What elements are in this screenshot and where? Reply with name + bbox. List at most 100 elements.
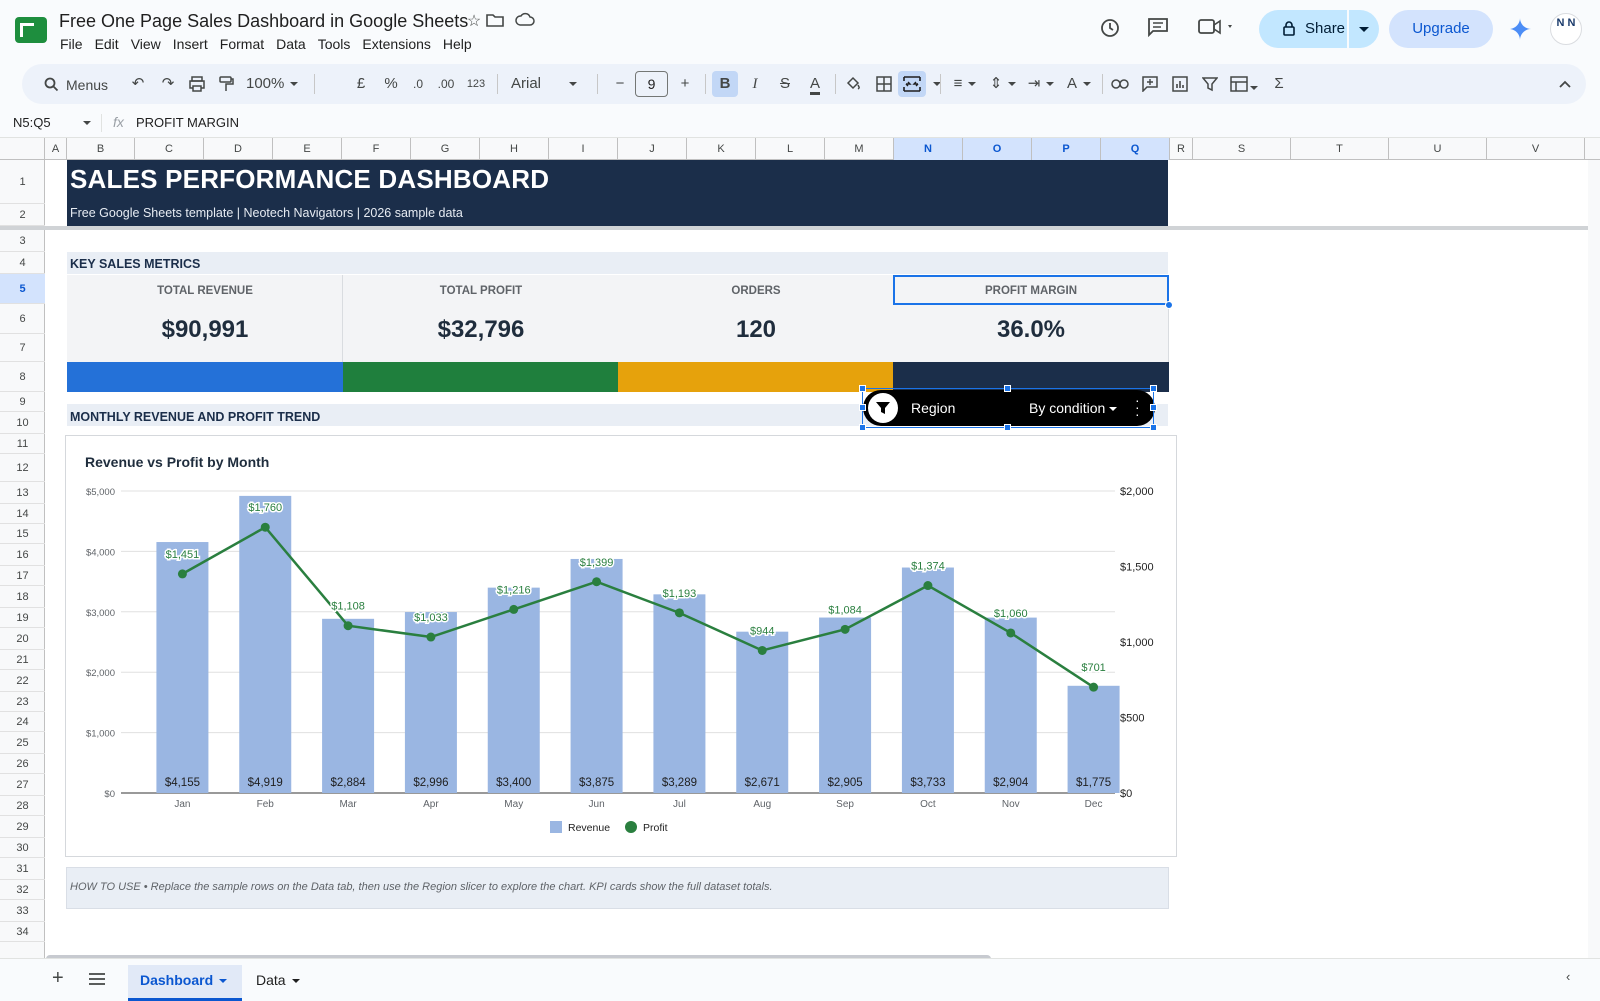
- bold-button[interactable]: B: [712, 71, 738, 97]
- decrease-font-size-button[interactable]: −: [615, 75, 625, 92]
- decrease-decimal-button[interactable]: .0: [405, 71, 431, 97]
- column-header[interactable]: I: [549, 138, 618, 160]
- column-header[interactable]: P: [1032, 138, 1101, 160]
- all-sheets-icon[interactable]: [88, 972, 106, 986]
- row-header[interactable]: 9: [0, 392, 45, 412]
- row-header[interactable]: 28: [0, 796, 45, 816]
- column-header[interactable]: V: [1487, 138, 1585, 160]
- menu-tools[interactable]: Tools: [317, 36, 351, 52]
- row-header[interactable]: 8: [0, 362, 45, 392]
- move-folder-icon[interactable]: [485, 12, 505, 32]
- upgrade-button[interactable]: Upgrade: [1389, 10, 1493, 48]
- column-header[interactable]: K: [687, 138, 756, 160]
- row-header[interactable]: 16: [0, 544, 45, 566]
- sheets-logo-icon[interactable]: [15, 17, 47, 43]
- insert-link-icon[interactable]: [1107, 71, 1133, 97]
- column-header[interactable]: M: [825, 138, 894, 160]
- text-rotation-icon[interactable]: A: [1061, 71, 1097, 97]
- redo-icon[interactable]: ↷: [161, 75, 175, 92]
- menu-extensions[interactable]: Extensions: [362, 36, 431, 52]
- star-icon[interactable]: ☆: [466, 13, 482, 30]
- sheet-tab-data[interactable]: Data: [244, 965, 318, 1001]
- row-header[interactable]: 23: [0, 692, 45, 712]
- filter-icon[interactable]: [1197, 71, 1223, 97]
- add-sheet-icon[interactable]: +: [52, 967, 64, 989]
- number-format-button[interactable]: 123: [466, 78, 486, 90]
- name-box[interactable]: N5:Q5: [13, 115, 51, 130]
- resize-handle[interactable]: [1004, 424, 1011, 431]
- row-header[interactable]: 29: [0, 816, 45, 838]
- menu-data[interactable]: Data: [276, 36, 306, 52]
- menu-edit[interactable]: Edit: [94, 36, 119, 52]
- column-header[interactable]: F: [342, 138, 411, 160]
- share-button[interactable]: Share: [1305, 20, 1346, 37]
- comments-icon[interactable]: [1145, 17, 1171, 41]
- frozen-rows-divider[interactable]: [0, 226, 1600, 230]
- column-header[interactable]: E: [273, 138, 342, 160]
- text-color-icon[interactable]: A: [802, 71, 828, 97]
- print-icon[interactable]: [184, 71, 210, 97]
- increase-font-size-button[interactable]: +: [680, 75, 690, 92]
- row-header[interactable]: 21: [0, 650, 45, 670]
- undo-icon[interactable]: ↶: [131, 75, 145, 92]
- resize-handle[interactable]: [859, 385, 866, 392]
- document-title[interactable]: Free One Page Sales Dashboard in Google …: [59, 11, 469, 31]
- row-header[interactable]: 19: [0, 608, 45, 628]
- fill-color-icon[interactable]: [840, 71, 866, 97]
- row-header[interactable]: 6: [0, 304, 45, 334]
- horizontal-align-icon[interactable]: ≡: [947, 71, 983, 97]
- column-header[interactable]: C: [135, 138, 204, 160]
- meet-icon[interactable]: [1197, 17, 1237, 41]
- column-header[interactable]: D: [204, 138, 273, 160]
- column-header[interactable]: H: [480, 138, 549, 160]
- row-header[interactable]: 2: [0, 204, 45, 226]
- row-header[interactable]: 22: [0, 670, 45, 692]
- row-header[interactable]: 17: [0, 566, 45, 586]
- filter-views-icon[interactable]: [1225, 71, 1263, 97]
- column-header[interactable]: B: [67, 138, 135, 160]
- column-header[interactable]: S: [1193, 138, 1291, 160]
- merge-dropdown-icon[interactable]: [924, 71, 950, 97]
- row-header[interactable]: 32: [0, 880, 45, 900]
- row-header[interactable]: 3: [0, 230, 45, 252]
- menu-insert[interactable]: Insert: [172, 36, 208, 52]
- currency-format-button[interactable]: £: [356, 75, 366, 92]
- region-slicer[interactable]: Region By condition · · ·: [863, 390, 1155, 426]
- column-header[interactable]: Q: [1101, 138, 1170, 160]
- row-header[interactable]: 4: [0, 252, 45, 274]
- row-header[interactable]: 25: [0, 732, 45, 754]
- text-wrapping-icon[interactable]: ⇥: [1023, 71, 1059, 97]
- column-header[interactable]: T: [1291, 138, 1389, 160]
- more-vert-icon[interactable]: · · ·: [1135, 392, 1140, 422]
- row-header[interactable]: 7: [0, 334, 45, 362]
- functions-icon[interactable]: Σ: [1274, 75, 1284, 92]
- menu-file[interactable]: File: [60, 36, 83, 52]
- font-size-input[interactable]: 9: [635, 71, 668, 97]
- row-header[interactable]: 26: [0, 754, 45, 774]
- name-box-dropdown-icon[interactable]: [83, 121, 91, 125]
- menu-format[interactable]: Format: [219, 36, 265, 52]
- row-header[interactable]: 14: [0, 504, 45, 524]
- insert-chart-icon[interactable]: [1167, 71, 1193, 97]
- row-header[interactable]: 24: [0, 712, 45, 732]
- vertical-align-icon[interactable]: ⇕: [985, 71, 1021, 97]
- merge-cells-icon[interactable]: [898, 71, 926, 97]
- resize-handle[interactable]: [1004, 385, 1011, 392]
- row-header[interactable]: 1: [0, 160, 45, 204]
- column-header[interactable]: N: [894, 138, 963, 160]
- column-header[interactable]: O: [963, 138, 1032, 160]
- version-history-icon[interactable]: [1097, 17, 1123, 41]
- column-header[interactable]: R: [1170, 138, 1193, 160]
- column-header[interactable]: G: [411, 138, 480, 160]
- row-header[interactable]: 33: [0, 900, 45, 922]
- row-header[interactable]: 5: [0, 274, 45, 304]
- selection-fill-handle[interactable]: [1165, 301, 1173, 309]
- avatar[interactable]: N N: [1550, 13, 1582, 45]
- strikethrough-icon[interactable]: S: [779, 75, 790, 92]
- row-header[interactable]: 20: [0, 628, 45, 650]
- resize-handle[interactable]: [859, 404, 866, 411]
- row-header[interactable]: 31: [0, 858, 45, 880]
- formula-input[interactable]: PROFIT MARGIN: [136, 115, 240, 130]
- italic-button[interactable]: I: [752, 76, 758, 92]
